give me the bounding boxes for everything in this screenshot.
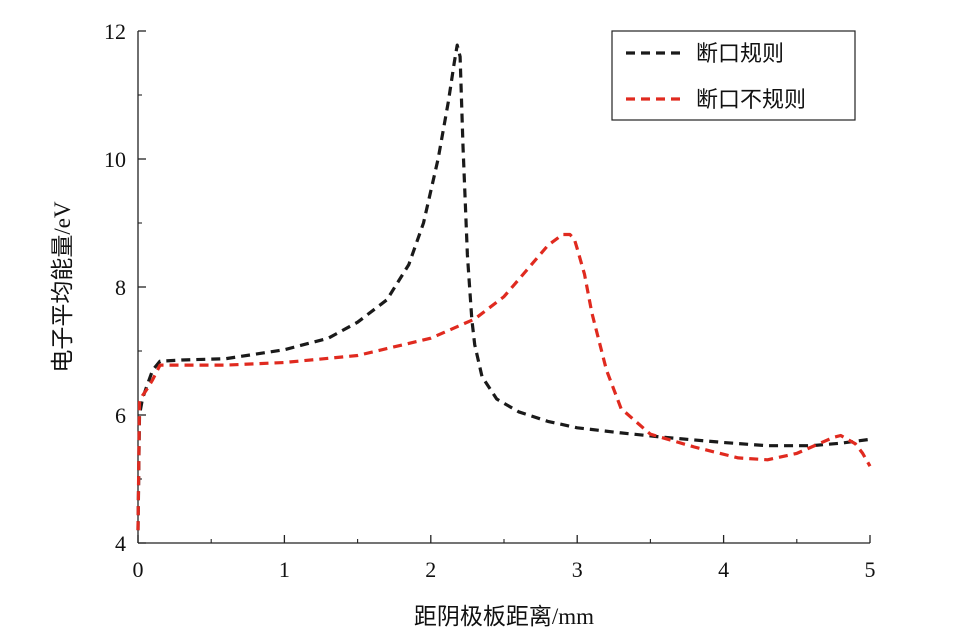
x-tick-label: 2 — [425, 557, 436, 582]
legend: 断口规则 断口不规则 — [611, 30, 856, 121]
series-line-2 — [136, 232, 872, 531]
y-tick-label: 8 — [115, 275, 126, 300]
y-tick-label: 6 — [115, 403, 126, 428]
x-tick-label: 4 — [718, 557, 729, 582]
x-tick-label: 5 — [865, 557, 876, 582]
legend-label-series-1: 断口规则 — [696, 41, 784, 66]
y-axis-ticks: 4 6 8 10 12 — [104, 19, 146, 556]
x-tick-label: 0 — [133, 557, 144, 582]
y-tick-label: 10 — [104, 147, 126, 172]
x-axis-ticks: 0 1 2 3 4 5 — [133, 535, 876, 582]
y-tick-label: 12 — [104, 19, 126, 44]
x-axis-title: 距阴极板距离/mm — [414, 604, 594, 629]
y-tick-label: 4 — [115, 531, 126, 556]
y-axis-title: 电子平均能量/eV — [50, 201, 75, 373]
legend-box — [611, 30, 856, 121]
legend-label-series-2: 断口不规则 — [696, 87, 806, 112]
series-line-1 — [136, 43, 871, 531]
x-tick-label: 3 — [572, 557, 583, 582]
x-tick-label: 1 — [279, 557, 290, 582]
series-layer — [136, 43, 872, 531]
